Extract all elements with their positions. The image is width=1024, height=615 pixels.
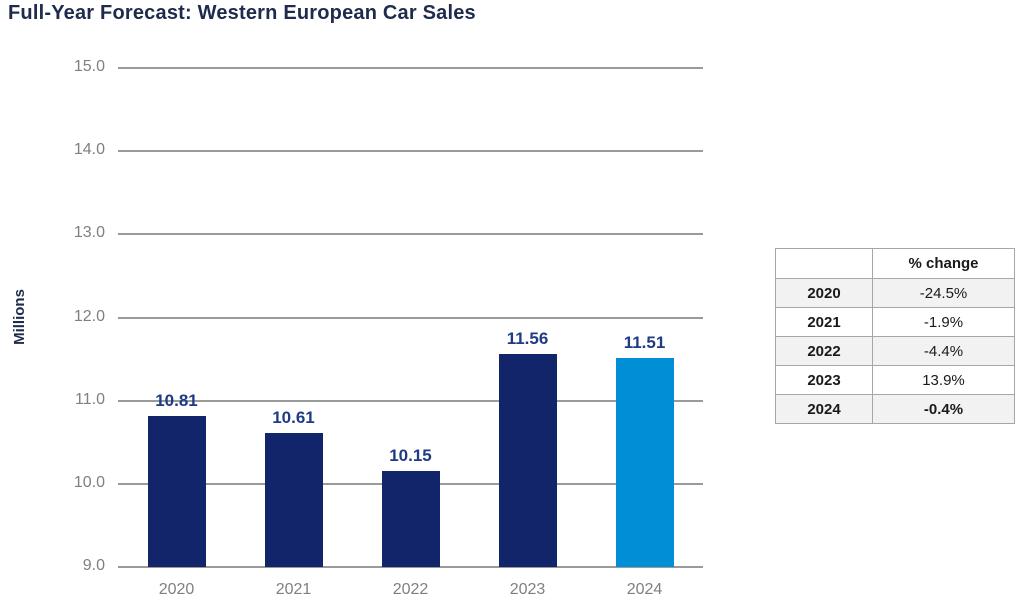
- bar-2024: [615, 358, 674, 567]
- table-header-change: % change: [872, 248, 1015, 279]
- x-axis-tick-label: 2021: [275, 581, 312, 598]
- change-cell: 13.9%: [872, 365, 1015, 395]
- bar-value-label: 11.56: [506, 329, 549, 349]
- table-row-2020: 2020 -24.5%: [775, 278, 1015, 308]
- gridline: [118, 316, 703, 319]
- year-cell: 2022: [775, 336, 873, 366]
- table-header-row: % change: [775, 248, 1015, 279]
- year-cell: 2021: [775, 307, 873, 337]
- x-axis-tick-label: 2024: [626, 581, 663, 598]
- gridline: [118, 67, 703, 69]
- gridline: [118, 150, 703, 153]
- bar-2021: [264, 433, 323, 567]
- x-axis-tick-label: 2022: [392, 581, 429, 598]
- table-header-empty: [775, 248, 873, 279]
- y-axis-tick-label: 12.0: [73, 307, 105, 325]
- table-row-2022: 2022 -4.4%: [775, 336, 1015, 366]
- x-axis-tick-label: 2020: [158, 581, 195, 598]
- y-axis-tick-label: 11.0: [75, 390, 105, 408]
- change-cell: -1.9%: [872, 307, 1015, 337]
- change-cell: -4.4%: [872, 336, 1015, 366]
- y-axis-tick-label: 10.0: [73, 473, 105, 491]
- year-cell: 2024: [775, 394, 873, 424]
- year-cell: 2020: [775, 278, 873, 308]
- year-cell: 2023: [775, 365, 873, 395]
- y-axis-tick-label: 14.0: [73, 141, 105, 159]
- table-row-2021: 2021 -1.9%: [775, 307, 1015, 337]
- change-cell: -24.5%: [872, 278, 1015, 308]
- bar-2020: [147, 416, 206, 567]
- table-row-2024: 2024 -0.4%: [775, 394, 1015, 424]
- change-cell: -0.4%: [872, 394, 1015, 424]
- bar-value-label: 10.61: [272, 408, 315, 428]
- y-axis-tick-label: 9.0: [82, 557, 105, 574]
- gridline: [118, 233, 703, 236]
- bar-2022: [381, 471, 440, 567]
- y-axis-tick-label: 13.0: [73, 224, 105, 242]
- bar-value-label: 11.51: [623, 333, 666, 353]
- gridline: [118, 566, 703, 568]
- table-row-2023: 2023 13.9%: [775, 365, 1015, 395]
- y-axis-tick-label: 15.0: [73, 58, 105, 75]
- percent-change-table: % change 2020 -24.5% 2021 -1.9% 2022 -4.4% 202…: [775, 248, 1015, 424]
- bar-value-label: 10.81: [155, 391, 198, 411]
- gridline: [118, 399, 703, 402]
- x-axis-tick-label: 2023: [509, 581, 546, 598]
- bar-2023: [498, 354, 557, 567]
- chart-title: Full-Year Forecast: Western European Car…: [8, 2, 476, 24]
- bar-value-label: 10.15: [389, 446, 432, 466]
- y-axis-label: Millions: [11, 289, 28, 345]
